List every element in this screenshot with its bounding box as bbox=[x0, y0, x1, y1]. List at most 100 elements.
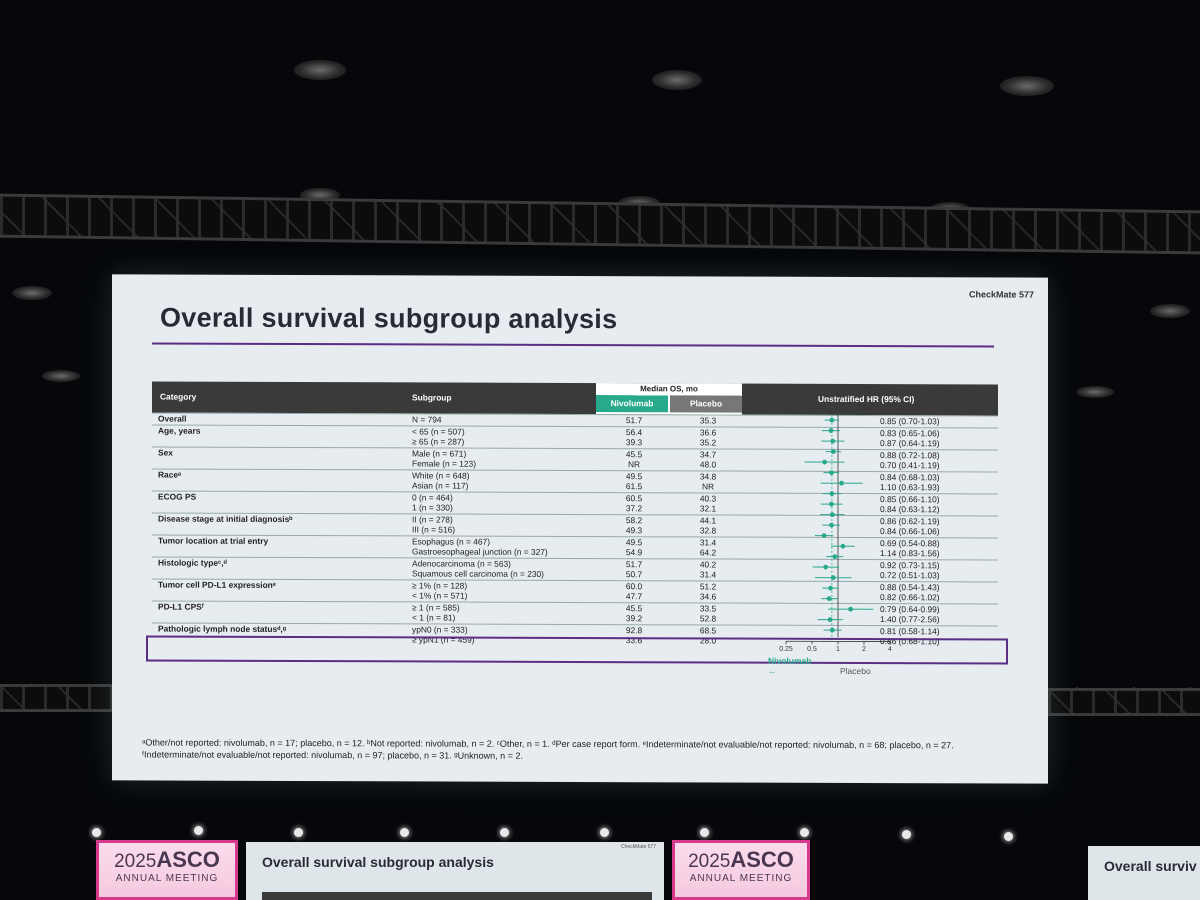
header-category: Category bbox=[160, 391, 197, 402]
row-placebo-os: 34.6 bbox=[699, 591, 717, 602]
table-header: Category Subgroup Median OS, mo Nivoluma… bbox=[152, 381, 998, 416]
row-hr: 0.87 (0.64-1.19) bbox=[880, 438, 940, 449]
row-subgroup: ≥ 1 (n = 585) bbox=[412, 601, 460, 613]
monitor-table-header bbox=[262, 892, 652, 900]
row-placebo-os: 34.7 bbox=[699, 448, 717, 459]
row-nivolumab-os: 45.5 bbox=[625, 448, 643, 459]
favors-nivolumab-label: Nivolumab ← bbox=[768, 655, 812, 676]
asco-year: 2025 bbox=[688, 851, 731, 872]
ceiling-light bbox=[294, 60, 346, 80]
row-nivolumab-os: 60.0 bbox=[625, 580, 643, 591]
stage-light bbox=[92, 828, 101, 837]
row-subgroup: White (n = 648) bbox=[412, 469, 470, 481]
row-category: Age, years bbox=[158, 425, 201, 436]
row-nivolumab-os: NR bbox=[627, 459, 641, 470]
row-category: Tumor location at trial entry bbox=[158, 535, 269, 546]
row-nivolumab-os: 50.7 bbox=[625, 569, 643, 580]
row-nivolumab-os: 33.6 bbox=[625, 635, 643, 646]
row-placebo-os: 34.8 bbox=[699, 470, 717, 481]
title-divider bbox=[152, 342, 994, 348]
projected-slide: CheckMate 577 Overall survival subgroup … bbox=[112, 274, 1048, 784]
ceiling-light bbox=[652, 70, 702, 90]
row-placebo-os: 33.5 bbox=[699, 602, 717, 613]
row-category: Histologic typeᶜ,ᵈ bbox=[158, 557, 227, 568]
monitor-slide-tag: CheckMate 577 bbox=[620, 844, 656, 850]
row-placebo-os: 52.8 bbox=[699, 613, 717, 624]
row-nivolumab-os: 45.5 bbox=[625, 602, 643, 613]
row-placebo-os: 31.4 bbox=[699, 569, 717, 580]
header-placebo: Placebo bbox=[670, 395, 742, 413]
lighting-truss bbox=[1048, 688, 1200, 716]
row-nivolumab-os: 39.3 bbox=[625, 437, 643, 448]
row-hr: 0.81 (0.58-1.14) bbox=[880, 625, 940, 636]
row-placebo-os: 36.6 bbox=[699, 426, 717, 437]
row-placebo-os: 44.1 bbox=[699, 514, 717, 525]
row-nivolumab-os: 60.5 bbox=[625, 492, 643, 503]
row-hr: 1.14 (0.83-1.56) bbox=[880, 548, 940, 559]
ceiling-light bbox=[1076, 386, 1114, 398]
lighting-truss bbox=[0, 193, 1200, 255]
row-hr: 0.70 (0.41-1.19) bbox=[880, 460, 940, 471]
row-nivolumab-os: 54.9 bbox=[625, 547, 643, 558]
row-category: Overall bbox=[158, 413, 187, 424]
row-subgroup: N = 794 bbox=[412, 414, 442, 425]
ceiling-light bbox=[42, 370, 80, 382]
asco-sub: ANNUAL MEETING bbox=[115, 873, 219, 884]
row-placebo-os: 40.3 bbox=[699, 492, 717, 503]
row-subgroup: 1 (n = 330) bbox=[412, 502, 453, 513]
row-placebo-os: 35.3 bbox=[699, 415, 717, 426]
axis-tick-label: 0.5 bbox=[807, 645, 817, 653]
row-nivolumab-os: 37.2 bbox=[625, 503, 643, 514]
trial-tag: CheckMate 577 bbox=[968, 289, 1034, 300]
row-hr: 0.69 (0.54-0.88) bbox=[880, 537, 940, 548]
row-subgroup: < 1% (n = 571) bbox=[412, 590, 468, 601]
row-placebo-os: 35.2 bbox=[699, 437, 717, 448]
row-hr: 0.79 (0.64-0.99) bbox=[880, 603, 940, 614]
ceiling-light bbox=[1150, 304, 1190, 318]
footnotes: ᵃOther/not reported: nivolumab, n = 17; … bbox=[142, 737, 954, 761]
asco-sign-left: 2025ASCO ANNUAL MEETING bbox=[96, 840, 238, 900]
row-hr: 0.84 (0.66-1.06) bbox=[880, 526, 940, 537]
row-placebo-os: 68.5 bbox=[699, 624, 717, 635]
row-category: Disease stage at initial diagnosisᵇ bbox=[158, 513, 293, 524]
stage-light bbox=[700, 828, 709, 837]
stage-light bbox=[902, 830, 911, 839]
asco-name: ASCO bbox=[730, 847, 794, 872]
axis-tick-label: 4 bbox=[888, 645, 892, 653]
row-subgroup: II (n = 278) bbox=[412, 513, 453, 525]
table-body: Overall N = 794 51.7 35.3 0.85 (0.70-1.03) Ag… bbox=[152, 412, 998, 647]
axis-tick-label: 2 bbox=[862, 645, 866, 653]
row-nivolumab-os: 51.7 bbox=[625, 558, 643, 569]
row-nivolumab-os: 49.3 bbox=[625, 525, 643, 536]
row-nivolumab-os: 58.2 bbox=[625, 514, 643, 525]
stage-light bbox=[194, 826, 203, 835]
row-subgroup: < 1 (n = 81) bbox=[412, 612, 456, 623]
row-category: PD-L1 CPSᶠ bbox=[158, 601, 204, 612]
row-placebo-os: 32.8 bbox=[699, 525, 717, 536]
row-hr: 0.82 (0.66-1.02) bbox=[880, 592, 940, 603]
row-nivolumab-os: 92.8 bbox=[625, 624, 643, 635]
row-placebo-os: 31.4 bbox=[699, 536, 717, 547]
slide-title: Overall survival subgroup analysis bbox=[160, 302, 618, 335]
row-placebo-os: 28.0 bbox=[699, 635, 717, 646]
row-hr: 0.86 (0.62-1.19) bbox=[880, 515, 940, 526]
row-placebo-os: NR bbox=[701, 481, 715, 492]
row-hr: 0.88 (0.54-1.43) bbox=[880, 581, 940, 592]
row-subgroup: Male (n = 671) bbox=[412, 447, 467, 459]
stage-light bbox=[600, 828, 609, 837]
row-subgroup: ≥ 1% (n = 128) bbox=[412, 579, 468, 591]
stage-light bbox=[294, 828, 303, 837]
row-subgroup: Adenocarcinoma (n = 563) bbox=[412, 557, 511, 569]
row-nivolumab-os: 51.7 bbox=[625, 415, 643, 426]
row-subgroup: 0 (n = 464) bbox=[412, 491, 453, 503]
row-hr: 0.83 (0.65-1.06) bbox=[880, 427, 940, 438]
row-placebo-os: 40.2 bbox=[699, 558, 717, 569]
row-hr: 0.85 (0.66-1.10) bbox=[880, 493, 940, 504]
row-placebo-os: 64.2 bbox=[699, 547, 717, 558]
row-subgroup: < 65 (n = 507) bbox=[412, 425, 465, 437]
header-median-os-label: Median OS, mo bbox=[640, 384, 698, 394]
stage-light bbox=[500, 828, 509, 837]
row-subgroup: Asian (n = 117) bbox=[412, 480, 469, 491]
row-hr: 1.40 (0.77-2.56) bbox=[880, 614, 940, 625]
